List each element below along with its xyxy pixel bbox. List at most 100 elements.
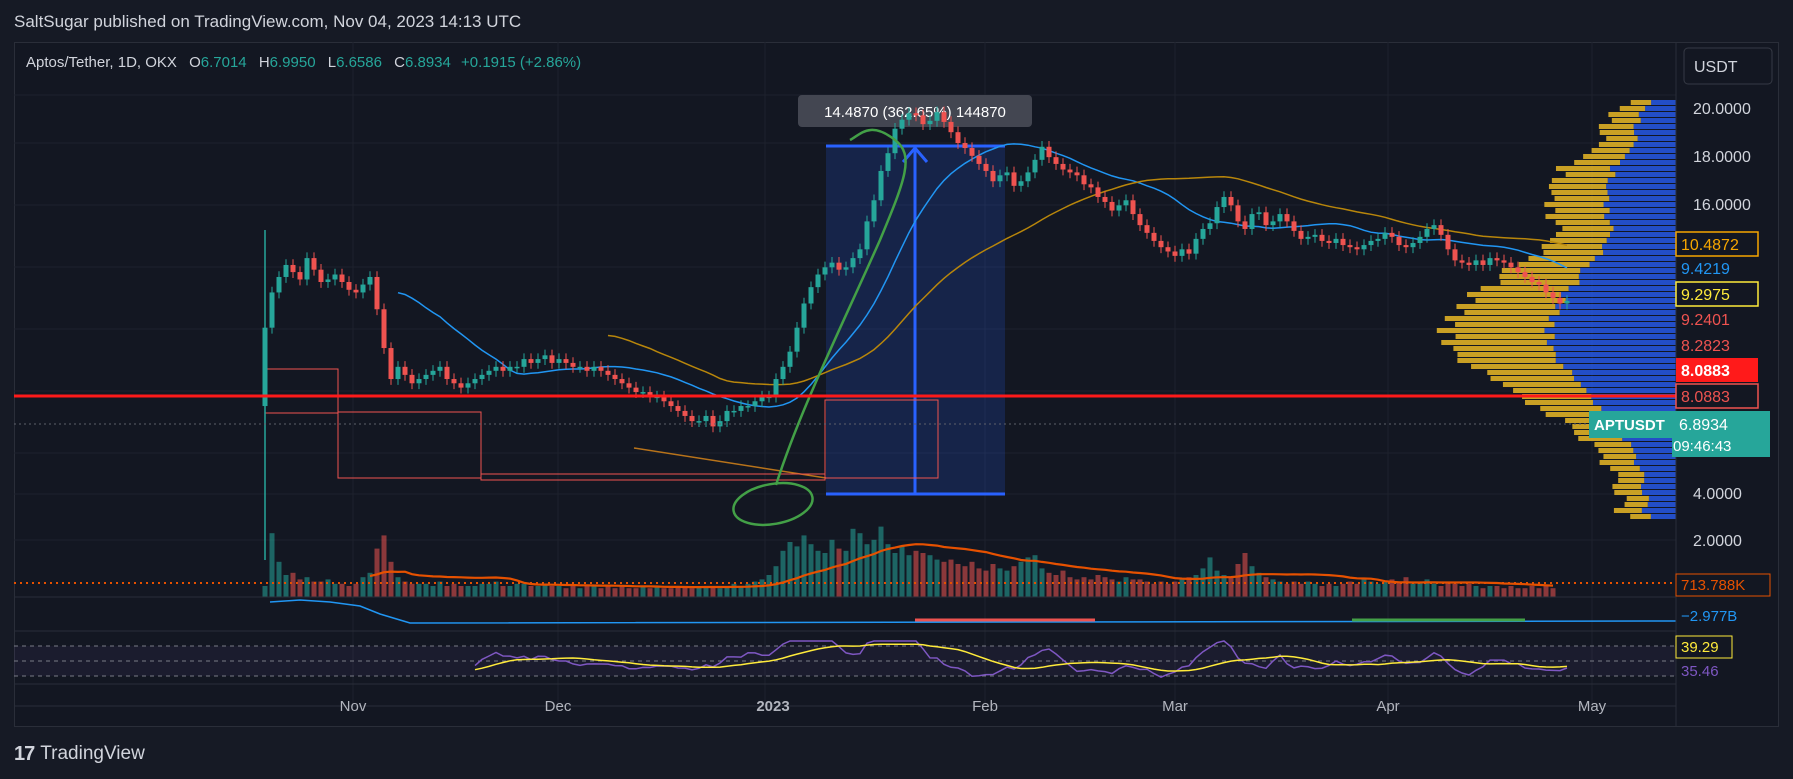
volume-profile-down-bar	[1513, 388, 1586, 393]
volume-profile-up-bar	[1614, 226, 1676, 231]
tradingview-footer[interactable]: 17 TradingView	[14, 740, 145, 768]
volume-bar	[669, 588, 674, 597]
candle-body	[473, 379, 478, 383]
volume-profile-down-bar	[1603, 454, 1636, 459]
volume-bar	[935, 560, 940, 597]
volume-profile-down-bar	[1556, 220, 1610, 225]
volume-bar	[858, 533, 863, 597]
candle-body	[676, 406, 681, 411]
candle-body	[347, 282, 352, 290]
candle-body	[1411, 243, 1416, 247]
volume-bar	[893, 553, 898, 597]
candle-body	[872, 200, 877, 221]
volume-bar	[1530, 586, 1535, 597]
candle-body	[1320, 235, 1325, 241]
volume-bar	[347, 586, 352, 597]
volume-bar	[578, 588, 583, 597]
volume-bar	[1103, 577, 1108, 597]
volume-bars	[263, 527, 1556, 597]
volume-profile-up-bar	[1633, 448, 1676, 453]
volume-bar	[417, 584, 422, 597]
currency-button[interactable]: USDT	[1684, 48, 1772, 84]
volume-bar	[263, 586, 268, 597]
volume-bar	[543, 584, 548, 597]
candle-body	[1544, 285, 1549, 293]
candle-body	[1054, 157, 1059, 164]
volume-profile-up-bar	[1620, 160, 1676, 165]
volume-profile-up-bar	[1638, 136, 1676, 141]
candle-body	[1460, 260, 1465, 262]
candle-body	[970, 148, 975, 156]
candle-body	[774, 379, 779, 397]
volume-profile-down-bar	[1618, 478, 1644, 483]
volume-bar	[914, 551, 919, 597]
candle-body	[1152, 233, 1157, 241]
volume-bar	[424, 584, 429, 597]
volume-bar	[620, 586, 625, 597]
volume-profile-up-bar	[1607, 238, 1676, 243]
candle-body	[1166, 247, 1171, 251]
volume-profile-up-bar	[1595, 256, 1676, 261]
candle-body	[669, 401, 674, 406]
candle-body	[1390, 233, 1395, 237]
volume-profile-down-bar	[1445, 316, 1549, 321]
volume-profile-up-bar	[1574, 376, 1676, 381]
volume-bar	[1327, 584, 1332, 597]
volume-bar	[802, 535, 807, 597]
volume-bar	[1348, 582, 1353, 597]
volume-profile-up-bar	[1640, 466, 1676, 471]
candle-body	[1033, 160, 1038, 173]
volume-bar	[305, 577, 310, 597]
candle-body	[1243, 221, 1248, 229]
candle-body	[1439, 225, 1444, 235]
volume-profile-down-bar	[1550, 238, 1607, 243]
price-range-measure[interactable]: 14.4870 (362.65%) 144870	[798, 95, 1032, 494]
volume-profile-up-bar	[1615, 172, 1676, 177]
volume-profile-down-bar	[1491, 376, 1574, 381]
volume-bar	[1152, 584, 1157, 597]
candle-body	[1348, 245, 1353, 247]
candle-body	[1201, 229, 1206, 239]
volume-bar	[529, 586, 534, 597]
candle-body	[564, 359, 569, 363]
volume-profile-down-bar	[1441, 340, 1547, 345]
candle-body	[956, 132, 961, 143]
volume-profile-down-bar	[1457, 358, 1555, 363]
volume-profile-up-bar	[1644, 478, 1676, 483]
volume-bar	[970, 562, 975, 597]
volume-profile-up-bar	[1641, 484, 1676, 489]
volume-bar	[340, 584, 345, 597]
volume-profile-up-bar	[1555, 304, 1676, 309]
candle-body	[1362, 245, 1367, 249]
open-value: 6.7014	[201, 54, 247, 71]
candle-body	[1327, 241, 1332, 243]
candle-body	[1264, 212, 1269, 225]
volume-bar	[298, 579, 303, 597]
candle-body	[984, 164, 989, 171]
volume-bar	[1404, 577, 1409, 597]
candle-body	[753, 401, 758, 406]
candle-body	[1418, 237, 1423, 243]
volume-profile-down-bar	[1620, 106, 1645, 111]
volume-bar	[809, 544, 814, 597]
candle-body	[851, 258, 856, 267]
candle-body	[1257, 212, 1262, 214]
volume-bar	[1439, 586, 1444, 597]
volume-bar	[718, 588, 723, 597]
volume-bar	[1306, 582, 1311, 597]
volume-bar	[865, 544, 870, 597]
volume-bar	[1376, 584, 1381, 597]
volume-bar	[501, 586, 506, 597]
y-tick-label: 20.0000	[1693, 101, 1751, 118]
candle-body	[1089, 184, 1094, 187]
volume-bar	[361, 577, 366, 597]
candle-body	[1250, 214, 1255, 229]
volume-bar	[823, 553, 828, 597]
volume-profile-up-bar	[1641, 118, 1676, 123]
candle-body	[298, 272, 303, 279]
volume-profile-down-bar	[1502, 268, 1580, 273]
volume-bar	[872, 540, 877, 597]
candle-body	[585, 367, 590, 371]
volume-profile-up-bar	[1610, 232, 1676, 237]
